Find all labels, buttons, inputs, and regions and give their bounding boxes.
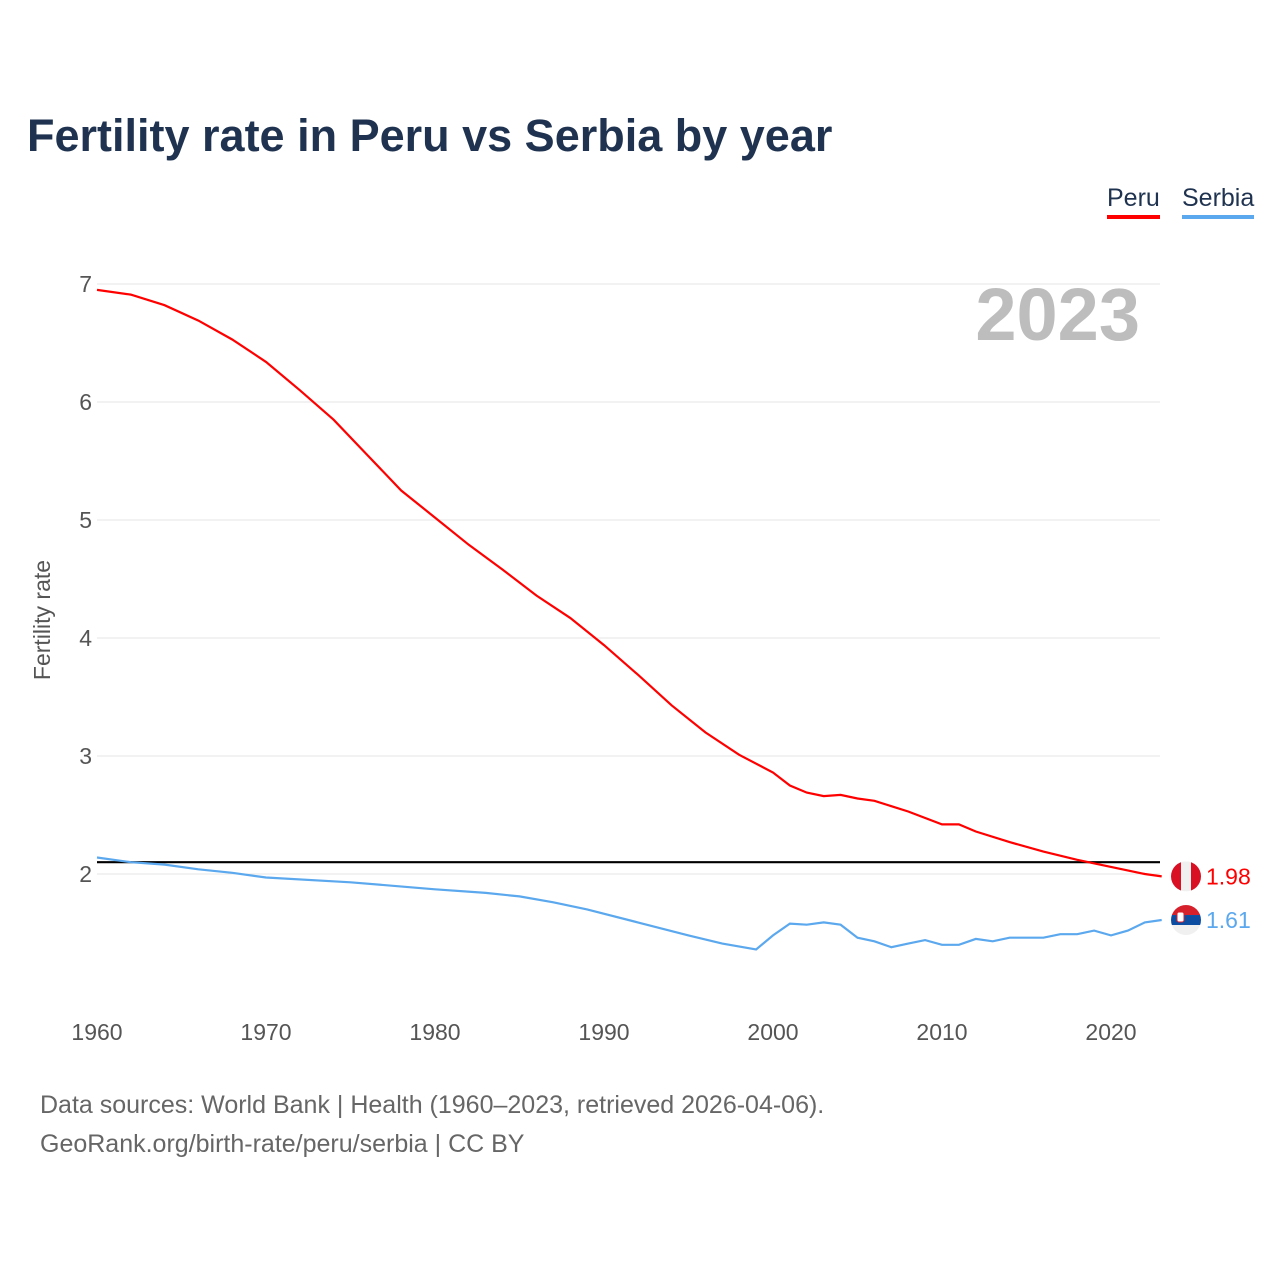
x-tick-label: 2010: [916, 1019, 967, 1045]
footer-attribution[interactable]: GeoRank.org/birth-rate/peru/serbia | CC …: [40, 1130, 525, 1158]
footer: Data sources: World Bank | Health (1960–…: [40, 1086, 824, 1164]
y-tick-label: 4: [79, 625, 92, 651]
x-tick-label: 1980: [409, 1019, 460, 1045]
y-tick-label: 6: [79, 389, 92, 415]
y-tick-label: 3: [79, 743, 92, 769]
y-tick-label: 5: [79, 507, 92, 533]
series-line-peru[interactable]: [96, 288, 1162, 878]
y-tick-label: 7: [79, 271, 92, 297]
year-label: 2023: [975, 273, 1140, 356]
series-line-serbia[interactable]: [96, 856, 1162, 951]
x-tick-label: 1960: [71, 1019, 122, 1045]
legend-serbia[interactable]: Serbia: [1182, 184, 1255, 219]
chart-title: Fertility rate in Peru vs Serbia by year: [27, 110, 833, 161]
flag-serbia-icon: [1171, 905, 1201, 936]
x-tick-label: 1990: [578, 1019, 629, 1045]
end-value-label-peru: 1.98: [1206, 863, 1251, 889]
flag-peru-icon: [1171, 861, 1201, 892]
y-tick-label: 2: [79, 861, 92, 887]
y-axis-label: Fertility rate: [29, 560, 55, 680]
x-tick-label: 2020: [1085, 1019, 1136, 1045]
footer-sources: Data sources: World Bank | Health (1960–…: [40, 1091, 825, 1119]
x-tick-label: 1970: [240, 1019, 291, 1045]
x-tick-label: 2000: [747, 1019, 798, 1045]
end-value-label-serbia: 1.61: [1206, 907, 1251, 933]
legend-peru[interactable]: Peru: [1107, 184, 1160, 219]
